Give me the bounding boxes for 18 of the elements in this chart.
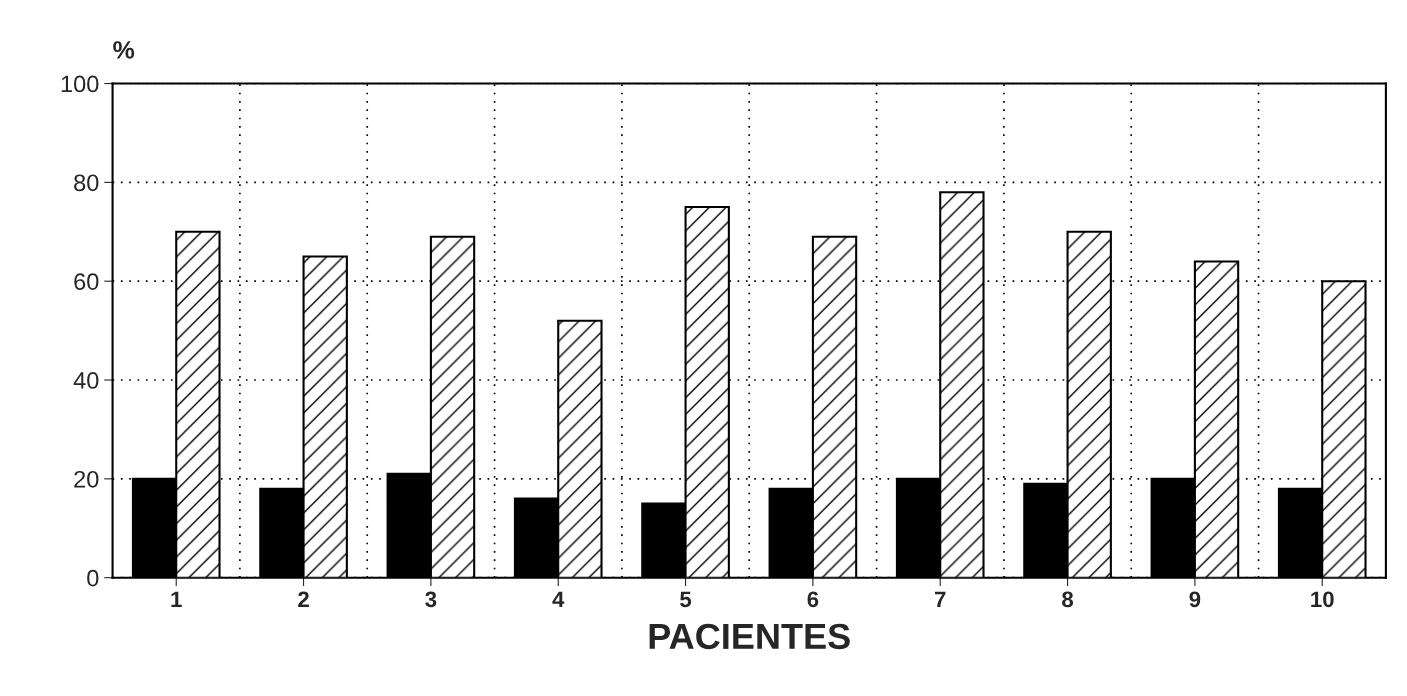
y-tick-label: 80 (74, 174, 99, 192)
y-tick-label: 20 (74, 470, 99, 488)
x-tick-label: 9 (1189, 591, 1201, 608)
x-tick-label: 7 (935, 591, 946, 607)
y-tick-label: 100 (61, 75, 99, 93)
x-tick-label: 5 (680, 591, 692, 608)
y-axis-title: % (113, 41, 135, 59)
x-tick-label: 2 (298, 591, 309, 607)
x-tick-label: 3 (425, 591, 437, 608)
x-tick-label: 1 (171, 591, 182, 607)
x-tick-label: 4 (552, 591, 565, 607)
x-tick-label: 10 (1311, 591, 1334, 608)
y-tick-label: 40 (73, 372, 99, 389)
y-tick-label: 0 (87, 569, 99, 587)
y-tick-label: 60 (74, 273, 99, 290)
x-axis-title: PACIENTES (649, 623, 850, 650)
x-tick-label: 6 (807, 591, 819, 608)
x-tick-label: 8 (1062, 591, 1074, 608)
